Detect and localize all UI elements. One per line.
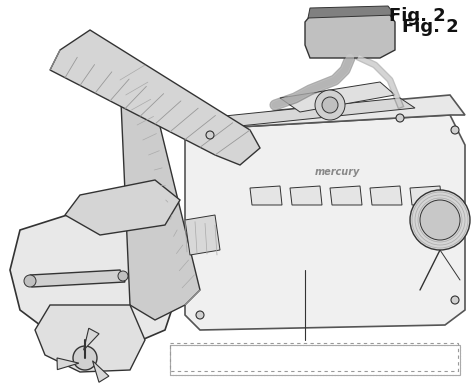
Polygon shape	[410, 186, 442, 205]
Text: Fig. 2: Fig. 2	[389, 7, 446, 25]
Bar	[170, 345, 460, 375]
Polygon shape	[370, 186, 402, 205]
Text: Fig. 2: Fig. 2	[401, 18, 458, 36]
Circle shape	[420, 200, 460, 240]
Polygon shape	[35, 305, 145, 372]
Polygon shape	[65, 180, 180, 235]
Circle shape	[73, 346, 97, 370]
Polygon shape	[305, 8, 395, 58]
Circle shape	[118, 271, 128, 281]
Polygon shape	[57, 358, 79, 370]
Polygon shape	[330, 186, 362, 205]
Polygon shape	[185, 215, 220, 255]
Circle shape	[206, 131, 214, 139]
Circle shape	[396, 114, 404, 122]
Polygon shape	[250, 186, 282, 205]
Polygon shape	[92, 361, 109, 382]
Circle shape	[24, 275, 36, 287]
Bar	[170, 343, 458, 371]
Polygon shape	[290, 186, 322, 205]
Polygon shape	[308, 6, 395, 18]
Polygon shape	[83, 328, 99, 350]
Polygon shape	[50, 30, 260, 165]
Polygon shape	[280, 82, 395, 112]
Circle shape	[410, 190, 470, 250]
Polygon shape	[185, 115, 465, 330]
Circle shape	[196, 311, 204, 319]
Text: mercury: mercury	[315, 167, 360, 177]
Polygon shape	[10, 195, 185, 345]
Circle shape	[451, 296, 459, 304]
Circle shape	[451, 126, 459, 134]
Circle shape	[322, 97, 338, 113]
Polygon shape	[185, 95, 465, 130]
Circle shape	[315, 90, 345, 120]
Polygon shape	[30, 270, 125, 287]
Polygon shape	[205, 98, 415, 128]
Polygon shape	[120, 65, 200, 320]
